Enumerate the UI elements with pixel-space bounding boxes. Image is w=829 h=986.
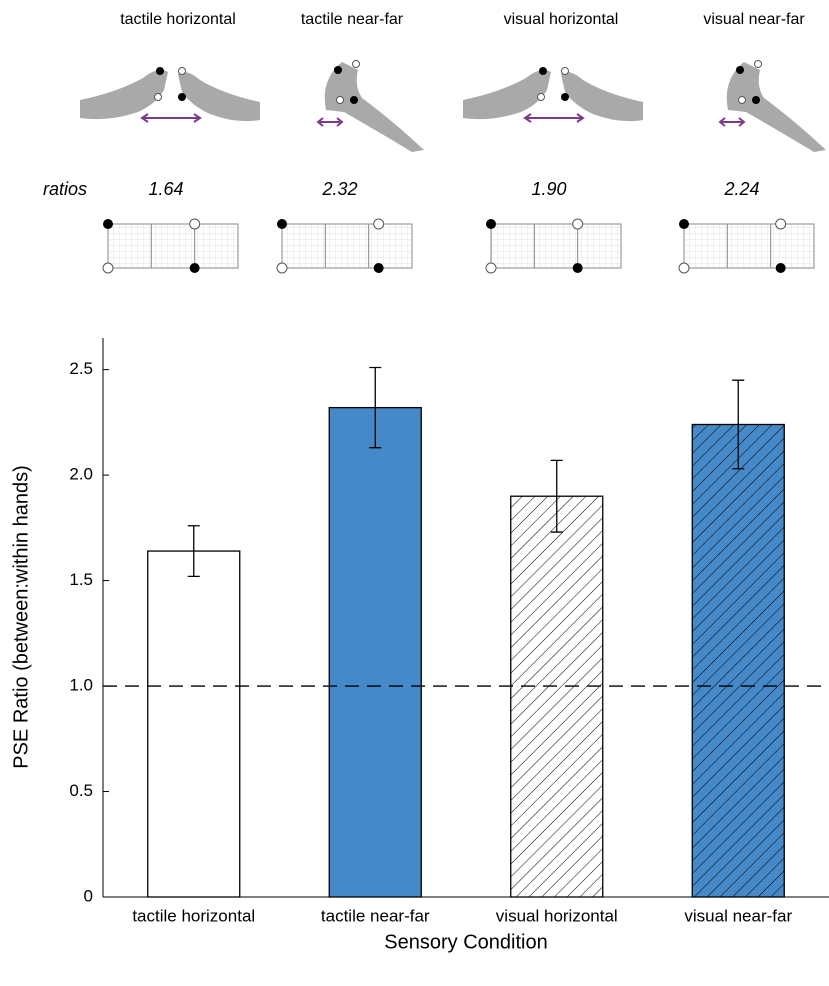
dot: [178, 93, 186, 101]
dot: [337, 97, 344, 104]
x-tick-label: tactile near-far: [321, 906, 430, 925]
dot: [776, 263, 786, 273]
bar: [329, 408, 421, 897]
bar: [148, 551, 240, 897]
x-tick-label: visual near-far: [684, 906, 792, 925]
dot: [277, 219, 287, 229]
ratio-value: 1.64: [148, 179, 183, 199]
dot: [776, 219, 786, 229]
dot: [103, 263, 113, 273]
arrow: [318, 118, 342, 126]
ratio-value: 2.24: [723, 179, 759, 199]
dot: [277, 263, 287, 273]
dot: [538, 94, 545, 101]
x-tick-label: tactile horizontal: [132, 906, 255, 925]
y-axis-label: PSE Ratio (between:within hands): [10, 465, 32, 769]
hand: [80, 70, 168, 119]
dot: [374, 219, 384, 229]
dot: [539, 67, 547, 75]
arrow: [525, 114, 583, 122]
arrow: [142, 114, 200, 122]
hand: [561, 72, 643, 121]
hand: [463, 70, 551, 119]
dot: [353, 61, 360, 68]
dot: [156, 67, 164, 75]
grid-diagram: [491, 224, 621, 268]
y-tick-label: 2.5: [69, 359, 93, 378]
dot: [155, 94, 162, 101]
hand: [727, 62, 826, 152]
bar: [692, 424, 784, 897]
dot: [486, 263, 496, 273]
dot: [179, 68, 186, 75]
figure: PSE Ratio (between:within hands) Sensory…: [0, 0, 829, 986]
y-tick-label: 2.0: [69, 465, 93, 484]
condition-label: visual near-far: [703, 11, 805, 28]
y-tick-label: 0: [84, 886, 93, 905]
dot: [573, 219, 583, 229]
grid-diagram: [282, 224, 412, 268]
dot: [374, 263, 384, 273]
arrow: [720, 118, 744, 126]
dot: [190, 263, 200, 273]
y-tick-label: 1.5: [69, 570, 93, 589]
dot: [679, 219, 689, 229]
dot: [755, 61, 762, 68]
dot: [562, 68, 569, 75]
condition-label: tactile near-far: [301, 11, 404, 28]
dot: [736, 66, 744, 74]
dot: [350, 96, 358, 104]
dot: [679, 263, 689, 273]
dot: [334, 66, 342, 74]
bar: [511, 496, 603, 897]
dot: [486, 219, 496, 229]
hand: [325, 62, 424, 152]
dot: [561, 93, 569, 101]
condition-label: visual horizontal: [504, 11, 619, 28]
condition-label: tactile horizontal: [120, 11, 236, 28]
ratio-value: 2.32: [321, 179, 357, 199]
y-tick-label: 1.0: [69, 676, 93, 695]
ratio-value: 1.90: [531, 179, 566, 199]
x-tick-label: visual horizontal: [496, 906, 618, 925]
dot: [190, 219, 200, 229]
dot: [739, 97, 746, 104]
grid-diagram: [108, 224, 238, 268]
grid-diagram: [684, 224, 814, 268]
ratios-label: ratios: [43, 179, 87, 199]
dot: [103, 219, 113, 229]
dot: [573, 263, 583, 273]
x-axis-label: Sensory Condition: [384, 931, 547, 953]
dot: [752, 96, 760, 104]
hand: [178, 72, 260, 121]
y-tick-label: 0.5: [69, 781, 93, 800]
